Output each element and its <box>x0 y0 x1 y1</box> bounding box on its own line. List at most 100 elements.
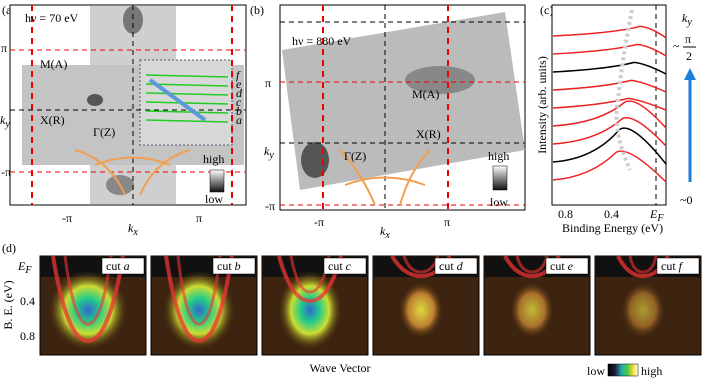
top-label: ~ <box>673 39 680 53</box>
panel-label: (d) <box>2 241 16 255</box>
cut-label: c <box>236 95 242 109</box>
x-tick-label: -π <box>62 211 72 225</box>
intensity <box>510 282 554 338</box>
x-tick-label: π <box>444 215 450 229</box>
band <box>628 255 658 274</box>
x-axis-label: Wave Vector <box>309 361 370 375</box>
cut-box <box>212 257 256 275</box>
y-axis-label: ky <box>264 144 274 161</box>
fermi-surface <box>74 149 191 196</box>
cut-label: cut d <box>439 259 464 273</box>
photon-energy: hν = 880 eV <box>292 34 352 48</box>
point-label: X(R) <box>40 113 65 127</box>
cut-box <box>101 257 145 275</box>
spectrum <box>552 97 667 111</box>
cut-label: cut e <box>550 259 574 273</box>
cut-label: f <box>236 68 241 82</box>
image <box>282 12 525 190</box>
ky-label: ky <box>682 11 692 28</box>
band <box>63 255 113 326</box>
y-tick-label: 0.8 <box>20 329 35 343</box>
cut-line <box>145 110 229 114</box>
cut-box <box>656 257 700 275</box>
cut-label: b <box>236 104 242 118</box>
cut-label: a <box>236 113 242 127</box>
band <box>277 255 343 304</box>
feature <box>301 142 329 178</box>
feature <box>405 66 475 94</box>
colorbar-label: low <box>490 195 508 209</box>
x-tick-label: π <box>196 211 202 225</box>
cut-box <box>323 257 367 275</box>
intensity <box>163 270 235 350</box>
point-label: Γ(Z) <box>93 125 115 139</box>
colorbar-label: high <box>203 152 224 166</box>
x-tick-label: 0.8 <box>558 207 573 221</box>
y-tick-label: 0.4 <box>20 294 35 308</box>
y-tick-label: π <box>1 41 7 55</box>
peak-trace <box>614 9 634 171</box>
cut-label: d <box>236 86 243 100</box>
y-tick-label: -π <box>1 165 11 179</box>
arrow-head <box>684 68 696 80</box>
colorbar <box>209 169 225 193</box>
y-axis-label: B. E. (eV) <box>1 280 15 329</box>
colorbar <box>607 363 639 377</box>
x-tick-label: EF <box>649 207 664 224</box>
bottom-label: ~0 <box>680 193 693 207</box>
cut-label: cut b <box>217 259 241 273</box>
band <box>402 255 440 274</box>
colorbar-label: high <box>488 149 509 163</box>
x-axis-label: kx <box>380 224 390 241</box>
cut-line <box>145 74 229 78</box>
top-label: 2 <box>686 49 692 63</box>
y-tick-label: π <box>265 76 271 90</box>
y-tick-label: EF <box>17 259 32 276</box>
intensity <box>621 282 665 338</box>
point-label: M(A) <box>40 57 67 71</box>
cut-arrow <box>148 78 207 122</box>
cut-line <box>145 119 229 123</box>
feature <box>123 6 143 34</box>
cut-label: cut c <box>328 259 352 273</box>
fermi-surface <box>339 149 431 206</box>
panel-label: (b) <box>250 3 264 17</box>
x-axis-label: kx <box>128 221 138 238</box>
band <box>164 255 234 344</box>
intensity <box>48 270 128 350</box>
colorbar <box>492 165 508 191</box>
intensity <box>399 282 443 338</box>
feature <box>87 94 103 106</box>
band <box>515 255 549 274</box>
x-tick-label: 0.4 <box>604 207 619 221</box>
point-label: M(A) <box>412 87 439 101</box>
x-tick-label: -π <box>314 215 324 229</box>
spectrum <box>552 43 667 57</box>
cut-label: cut f <box>661 259 684 273</box>
y-axis-label: ky <box>0 113 10 130</box>
cut-line <box>145 83 229 87</box>
colorbar-label: high <box>641 364 662 378</box>
frame <box>551 4 667 206</box>
cut-line <box>145 101 229 105</box>
spectrum <box>552 61 667 75</box>
band <box>176 255 222 326</box>
spectrum <box>552 100 667 129</box>
photon-energy: hν = 70 eV <box>25 11 79 25</box>
cut-box <box>434 257 478 275</box>
spectrum <box>552 150 667 183</box>
colorbar-label: low <box>205 192 223 206</box>
panel-label: (c) <box>540 3 553 17</box>
y-axis-label: Intensity (arb. units) <box>535 56 549 154</box>
band <box>51 255 125 344</box>
spectrum <box>552 25 667 39</box>
colorbar-label: low <box>587 364 605 378</box>
cut-line <box>145 92 229 96</box>
cut-label: e <box>236 77 242 91</box>
spectrum <box>552 79 667 93</box>
x-axis-label: Binding Energy (eV) <box>562 221 663 235</box>
point-label: X(R) <box>416 127 441 141</box>
y-tick-label: -π <box>265 199 275 213</box>
